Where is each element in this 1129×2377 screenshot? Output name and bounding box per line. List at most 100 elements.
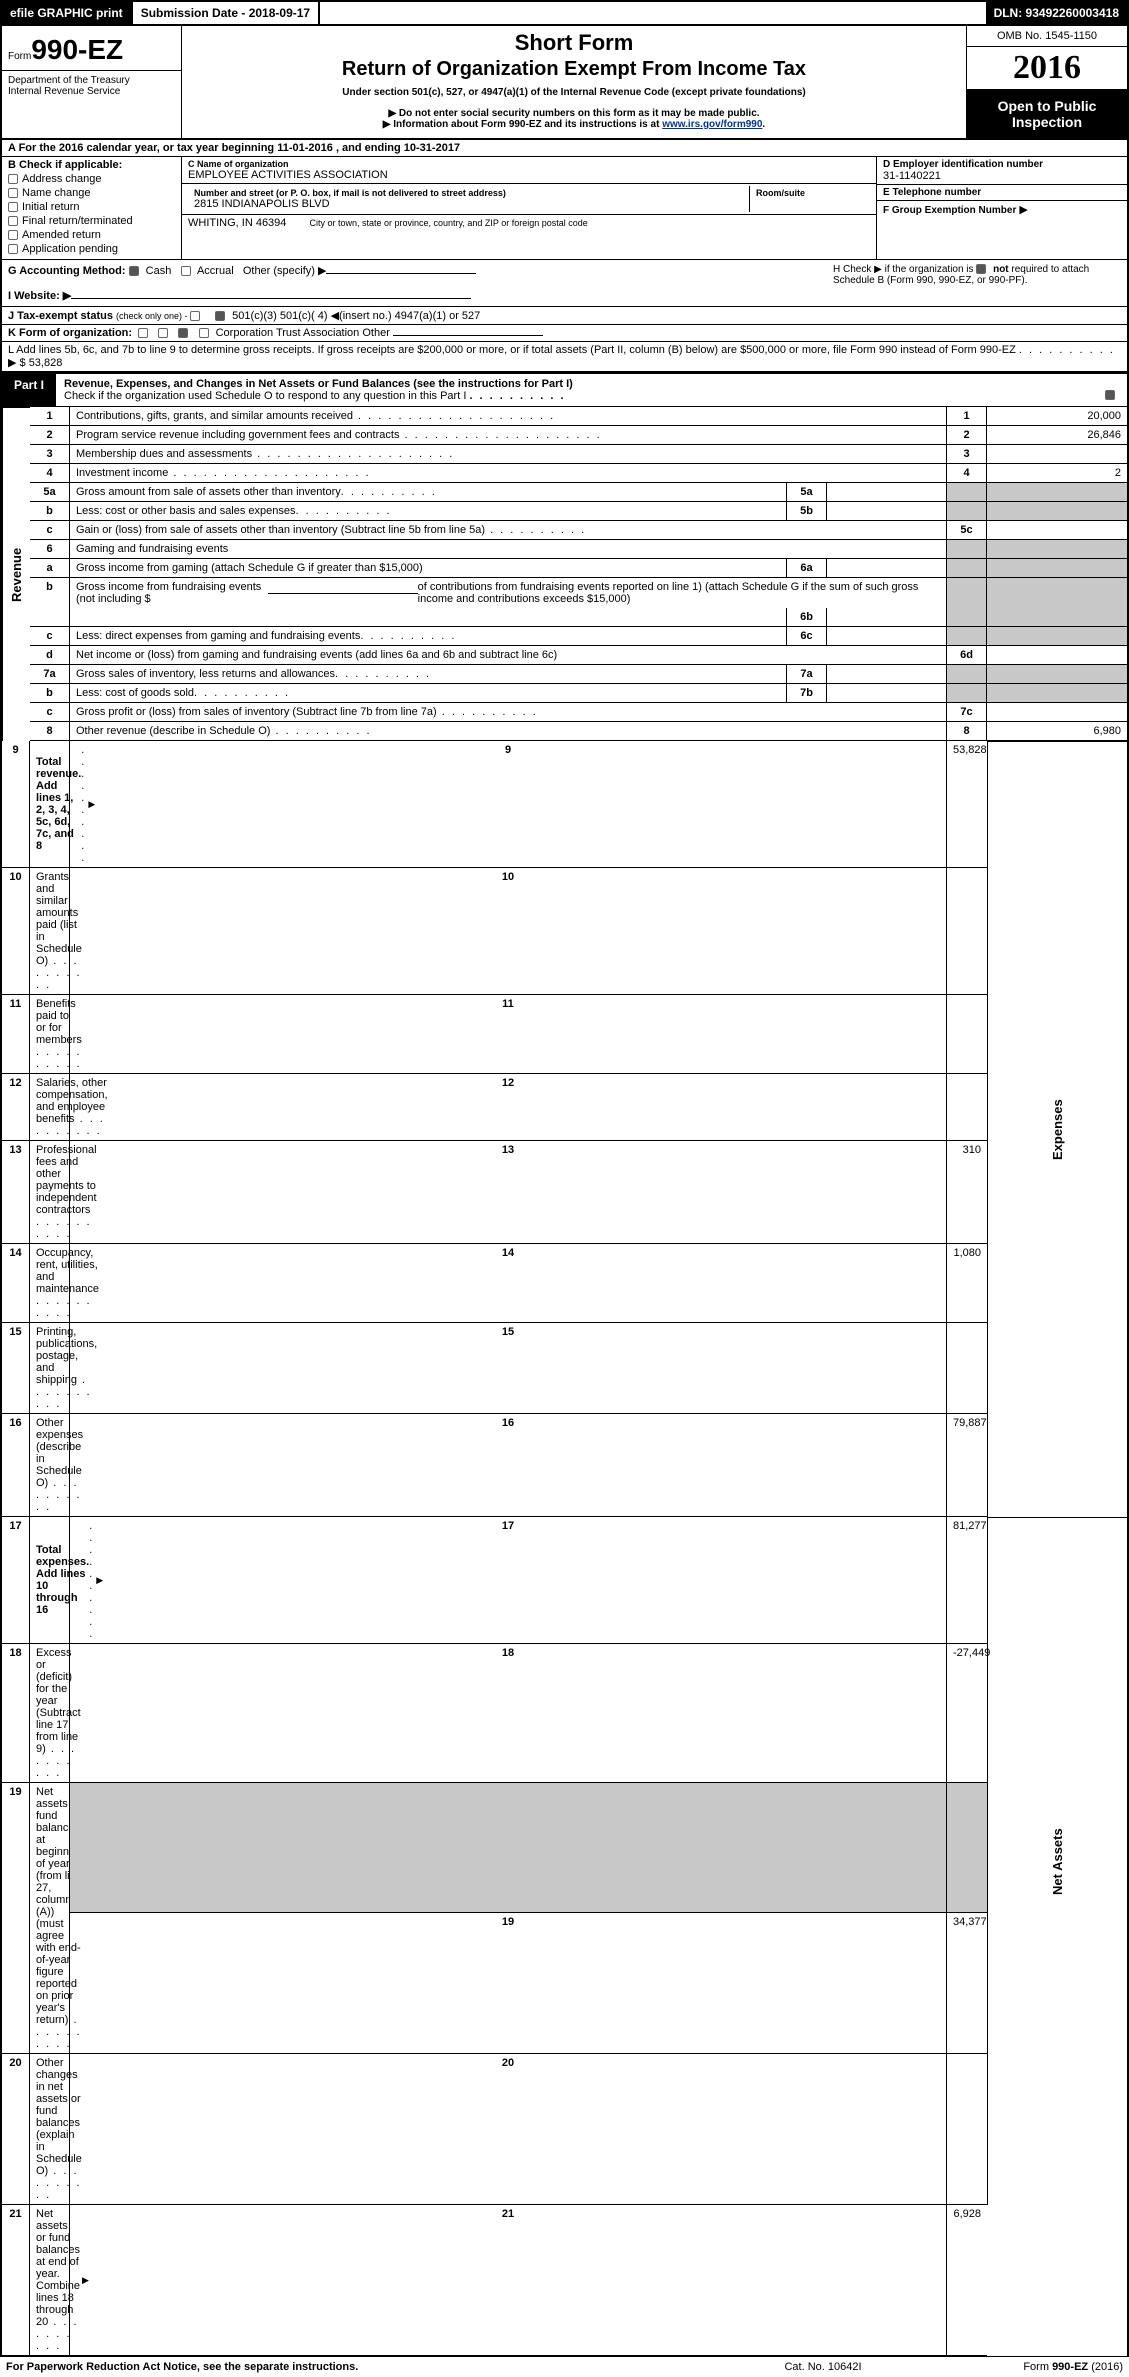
irs-link[interactable]: www.irs.gov/form990 (662, 119, 762, 130)
line-7b-subamt (826, 684, 946, 702)
line-13-col: 13 (70, 1141, 947, 1244)
line-6b-input[interactable] (268, 593, 418, 594)
line-6d-no: d (30, 646, 70, 665)
footer-cat-no: Cat. No. 10642I (723, 2361, 923, 2373)
line-h-not: not (993, 264, 1009, 275)
line-5b-sub: 5b (786, 502, 826, 520)
chk-accrual[interactable] (181, 266, 191, 276)
line-6-no: 6 (30, 540, 70, 559)
line-a-prefix: A For the 2016 calendar year, or tax yea… (8, 142, 277, 154)
section-b: B Check if applicable: Address change Na… (2, 157, 182, 259)
line-16-no: 16 (2, 1414, 30, 1517)
chk-other-org[interactable] (199, 328, 209, 338)
line-7b-no: b (30, 684, 70, 703)
line-a-end: 10-31-2017 (404, 142, 460, 154)
line-2-amt: 26,846 (987, 426, 1127, 445)
line-13-amt: 310 (947, 1141, 987, 1244)
part1-dots (469, 390, 565, 402)
chk-schedule-o[interactable] (1105, 390, 1115, 400)
line-l-dots (1019, 344, 1115, 356)
note-ssn: ▶ Do not enter social security numbers o… (188, 108, 960, 119)
line-5b-desc: Less: cost or other basis and sales expe… (70, 502, 947, 521)
line-6a-sub: 6a (786, 559, 826, 577)
cash-label: Cash (146, 265, 172, 277)
line-6c-subamt (826, 627, 946, 645)
line-6b-spacer (70, 608, 786, 626)
line-k-label: K Form of organization: (8, 327, 132, 339)
note-info-suffix: . (762, 119, 765, 130)
line-6b-amt (987, 578, 1127, 627)
chk-association[interactable] (178, 328, 188, 338)
chk-initial-return[interactable]: Initial return (8, 201, 175, 213)
line-6b-text2: of contributions from fundraising events… (418, 581, 940, 605)
line-13-no: 13 (2, 1141, 30, 1244)
line-20-no: 20 (2, 2054, 30, 2205)
line-13-desc: Professional fees and other payments to … (30, 1141, 70, 1244)
line-9-amt: 53,828 (947, 741, 987, 868)
chk-name-change-label: Name change (22, 187, 91, 199)
top-bar: efile GRAPHIC print Submission Date - 20… (0, 0, 1129, 26)
line-6b-col (947, 578, 987, 627)
chk-trust[interactable] (158, 328, 168, 338)
line-7a-col (947, 665, 987, 684)
line-3-desc: Membership dues and assessments (70, 445, 947, 464)
line-7b-sub: 7b (786, 684, 826, 702)
form-header: Form990-EZ Department of the Treasury In… (0, 26, 1129, 140)
line-6d-amt (987, 646, 1127, 665)
line-6a-subamt (826, 559, 946, 577)
other-org-input[interactable] (393, 335, 543, 336)
chk-final-return[interactable]: Final return/terminated (8, 215, 175, 227)
line-5a-text: Gross amount from sale of assets other t… (70, 483, 786, 501)
line-21-no: 21 (2, 2205, 30, 2356)
line-6b-sub: 6b (786, 608, 826, 626)
street-label: Number and street (or P. O. box, if mail… (194, 188, 743, 198)
line-5c-no: c (30, 521, 70, 540)
chk-501c3[interactable] (190, 311, 200, 321)
chk-address-change[interactable]: Address change (8, 173, 175, 185)
line-8-text: Other revenue (describe in Schedule O) (76, 725, 372, 737)
open-public-badge: Open to Public Inspection (967, 90, 1127, 138)
line-19-desc: Net assets or fund balances at beginning… (30, 1783, 70, 2054)
line-j-detail: (check only one) - (116, 311, 190, 321)
line-i: I Website: ▶ (8, 289, 821, 302)
line-7a-sub: 7a (786, 665, 826, 683)
group-exemption-block: F Group Exemption Number ▶ (877, 201, 1127, 218)
chk-501c[interactable] (215, 311, 225, 321)
line-l-text: L Add lines 5b, 6c, and 7b to line 9 to … (8, 344, 1016, 356)
line-6c-no: c (30, 627, 70, 646)
line-11-no: 11 (2, 995, 30, 1074)
chk-corporation[interactable] (138, 328, 148, 338)
department-block: Department of the Treasury Internal Reve… (2, 70, 181, 101)
part1-table: Revenue 1 Contributions, gifts, grants, … (0, 407, 1129, 2356)
line-6b-subamt (826, 608, 946, 626)
line-h-text1: H Check ▶ if the organization is (833, 264, 976, 275)
chk-cash[interactable] (129, 266, 139, 276)
line-17-desc: Total expenses. Add lines 10 through 16 (30, 1517, 70, 1644)
website-input[interactable] (71, 298, 471, 299)
line-9-desc: Total revenue. Add lines 1, 2, 3, 4, 5c,… (30, 741, 70, 868)
line-6a-no: a (30, 559, 70, 578)
chk-application-pending[interactable]: Application pending (8, 243, 175, 255)
line-4-no: 4 (30, 464, 70, 483)
tax-year: 2016 (967, 47, 1127, 90)
line-6a-col (947, 559, 987, 578)
line-5a-no: 5a (30, 483, 70, 502)
line-14-amt: 1,080 (947, 1244, 987, 1323)
line-1-col: 1 (947, 407, 987, 426)
line-16-desc: Other expenses (describe in Schedule O) (30, 1414, 70, 1517)
other-specify-input[interactable] (326, 273, 476, 274)
street-left: Number and street (or P. O. box, if mail… (188, 186, 750, 212)
row-gh: G Accounting Method: Cash Accrual Other … (0, 260, 1129, 307)
chk-amended-return[interactable]: Amended return (8, 229, 175, 241)
efile-print-button[interactable]: efile GRAPHIC print (2, 2, 133, 24)
accrual-label: Accrual (197, 265, 234, 277)
header-center: Short Form Return of Organization Exempt… (182, 26, 967, 138)
line-18-amt: -27,449 (947, 1644, 987, 1783)
chk-name-change[interactable]: Name change (8, 187, 175, 199)
line-j: J Tax-exempt status (check only one) - 5… (0, 307, 1129, 325)
line-9-col: 9 (70, 741, 947, 868)
chk-schedule-b[interactable] (976, 264, 986, 274)
org-name-label: C Name of organization (188, 159, 870, 169)
line-10-col: 10 (70, 868, 947, 995)
line-15-amt (947, 1323, 987, 1414)
